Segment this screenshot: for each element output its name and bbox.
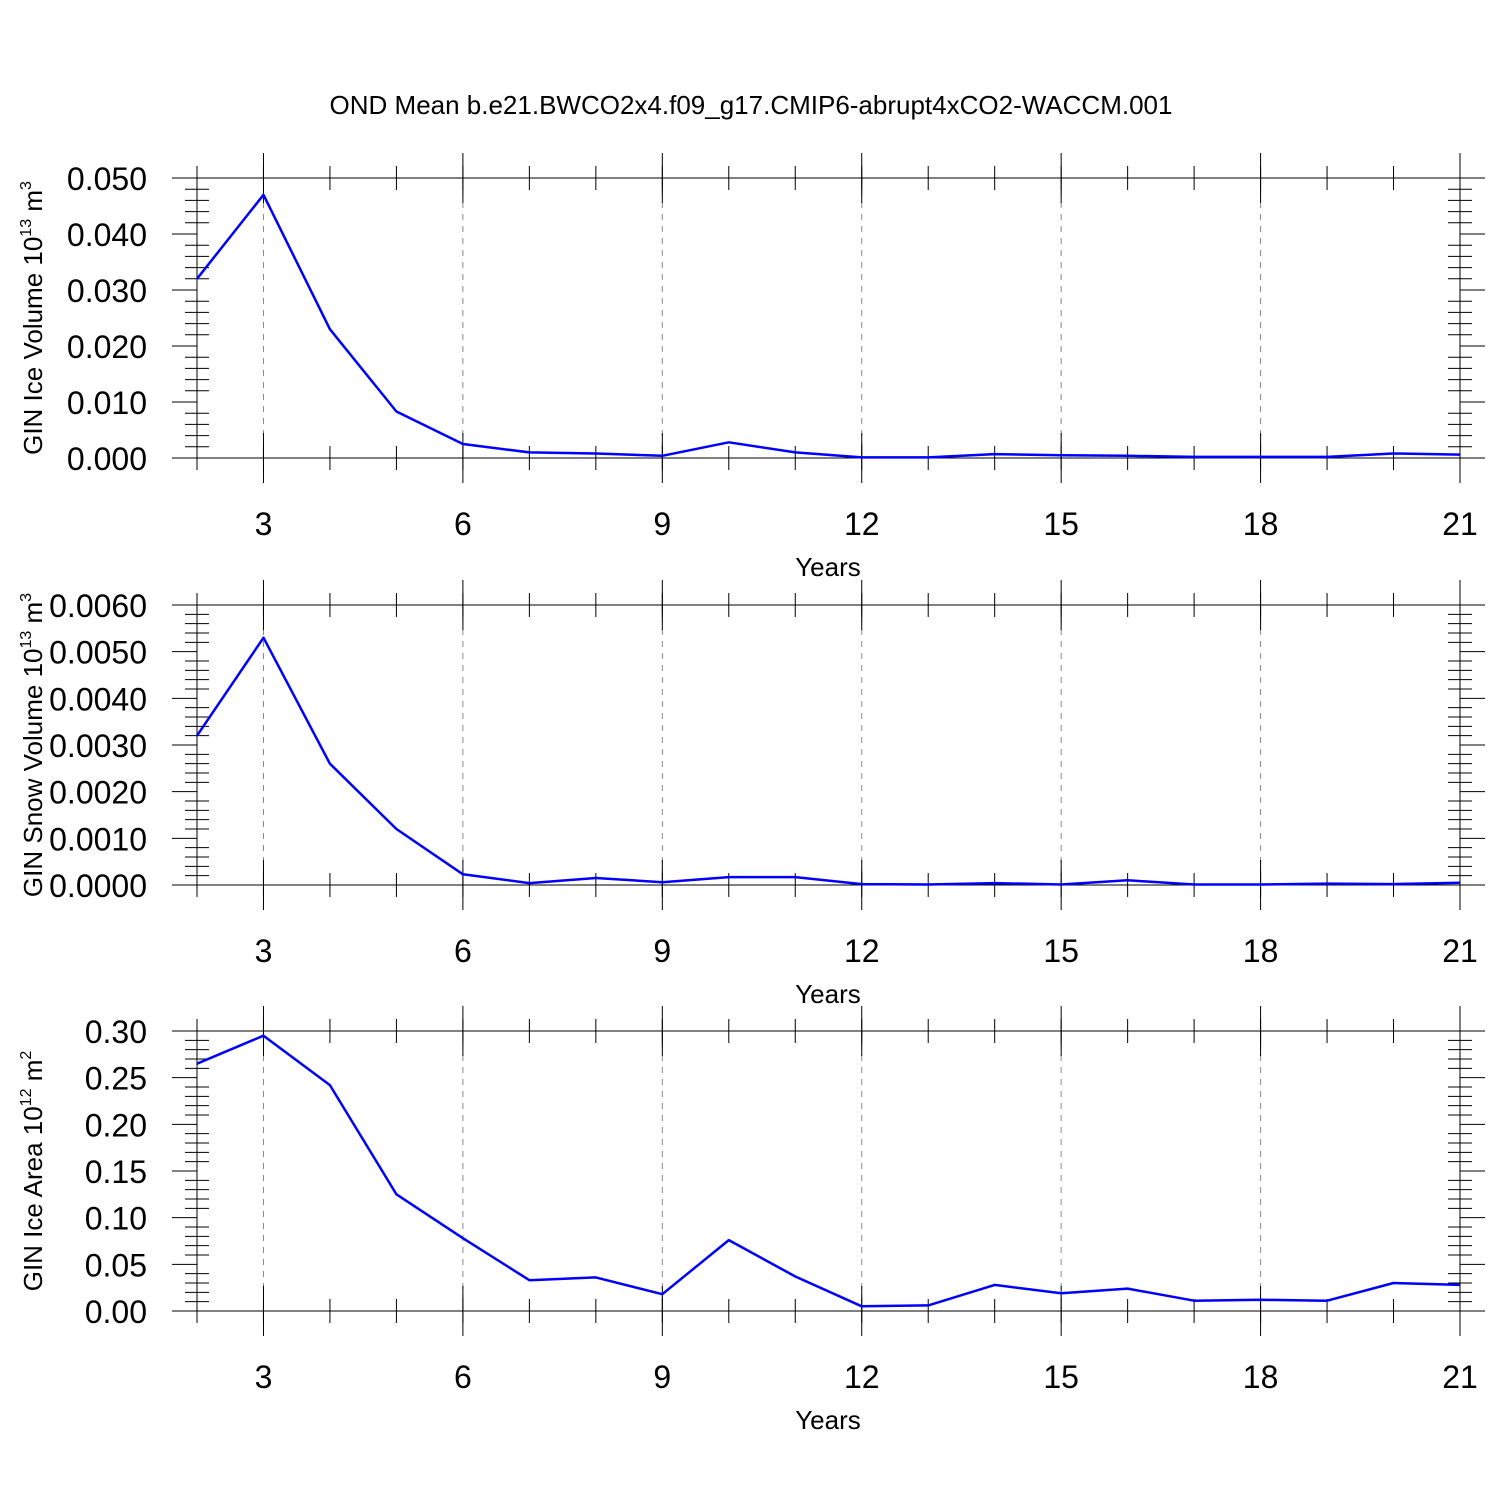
- x-tick-label: 6: [454, 1359, 472, 1395]
- y-tick-label: 0.25: [85, 1061, 147, 1097]
- x-tick-label: 18: [1243, 933, 1279, 969]
- series-line: [195, 636, 1461, 886]
- y-tick-label: 0.0020: [49, 775, 147, 811]
- x-tick-label: 15: [1043, 1359, 1079, 1395]
- y-tick-label: 0.0060: [49, 588, 147, 624]
- y-tick-label: 0.0040: [49, 681, 147, 717]
- x-tick-label: 9: [653, 506, 671, 542]
- y-axis-label: GIN Ice Volume 1013 m3: [18, 181, 48, 455]
- y-tick-label: 0.040: [67, 217, 147, 253]
- y-tick-label: 0.30: [85, 1014, 147, 1050]
- y-tick-label: 0.0050: [49, 635, 147, 671]
- x-axis-label: Years: [795, 552, 861, 582]
- x-tick-label: 12: [844, 506, 880, 542]
- x-tick-label: 15: [1043, 506, 1079, 542]
- panel-1: 3 6 9 12 15 18 21 0.000 0.010 0.020 0.030 0.040 0.05…: [18, 153, 1485, 582]
- series-line: [196, 1034, 1461, 1308]
- x-tick-label: 21: [1442, 933, 1478, 969]
- y-axis-label: GIN Ice Area 1012 m2: [18, 1051, 48, 1292]
- plot-frame: [196, 177, 1461, 459]
- x-tick-label: 18: [1243, 506, 1279, 542]
- x-tick-label: 18: [1243, 1359, 1279, 1395]
- x-axis-label: Years: [795, 1405, 861, 1435]
- x-tick-label: 12: [844, 933, 880, 969]
- y-tick-label: 0.10: [85, 1201, 147, 1237]
- panels: 3 6 9 12 15 18 21 0.000 0.010 0.020 0.030 0.040 0.05…: [18, 153, 1485, 1435]
- x-tick-label: 21: [1442, 506, 1478, 542]
- x-tick-label: 21: [1442, 1359, 1478, 1395]
- panel-3: 3 6 9 12 15 18 21 0.00 0.05 0.10 0.15 0.20 0.25 0.30 Y…: [18, 1006, 1485, 1435]
- y-tick-label: 0.05: [85, 1247, 147, 1283]
- y-tick-label: 0.00: [85, 1294, 147, 1330]
- series-line: [196, 193, 1461, 459]
- y-tick-label: 0.0030: [49, 728, 147, 764]
- y-axis-label: GIN Snow Volume 1013 m3: [18, 593, 48, 897]
- y-tick-label: 0.050: [67, 161, 147, 197]
- y-tick-label: 0.15: [85, 1154, 147, 1190]
- x-tick-label: 9: [653, 1359, 671, 1395]
- y-tick-label: 0.0000: [49, 868, 147, 904]
- y-tick-label: 0.20: [85, 1107, 147, 1143]
- x-tick-label: 6: [454, 506, 472, 542]
- y-tick-label: 0.0010: [49, 821, 147, 857]
- x-tick-label: 12: [844, 1359, 880, 1395]
- figure-title: OND Mean b.e21.BWCO2x4.f09_g17.CMIP6-abr…: [330, 90, 1173, 120]
- plot-frame: [196, 604, 1461, 886]
- plot-frame: [196, 1030, 1461, 1312]
- x-axis-label: Years: [795, 979, 861, 1009]
- x-tick-label: 6: [454, 933, 472, 969]
- y-tick-label: 0.020: [67, 329, 147, 365]
- x-tick-label: 9: [653, 933, 671, 969]
- x-tick-label: 15: [1043, 933, 1079, 969]
- y-tick-label: 0.030: [67, 273, 147, 309]
- x-tick-label: 3: [255, 933, 273, 969]
- x-tick-label: 3: [255, 1359, 273, 1395]
- x-tick-label: 3: [255, 506, 273, 542]
- panel-2: 3 6 9 12 15 18 21 0.0000 0.0010 0.0020 0.0030 0.004…: [18, 580, 1485, 1009]
- y-tick-label: 0.010: [67, 385, 147, 421]
- y-tick-label: 0.000: [67, 441, 147, 477]
